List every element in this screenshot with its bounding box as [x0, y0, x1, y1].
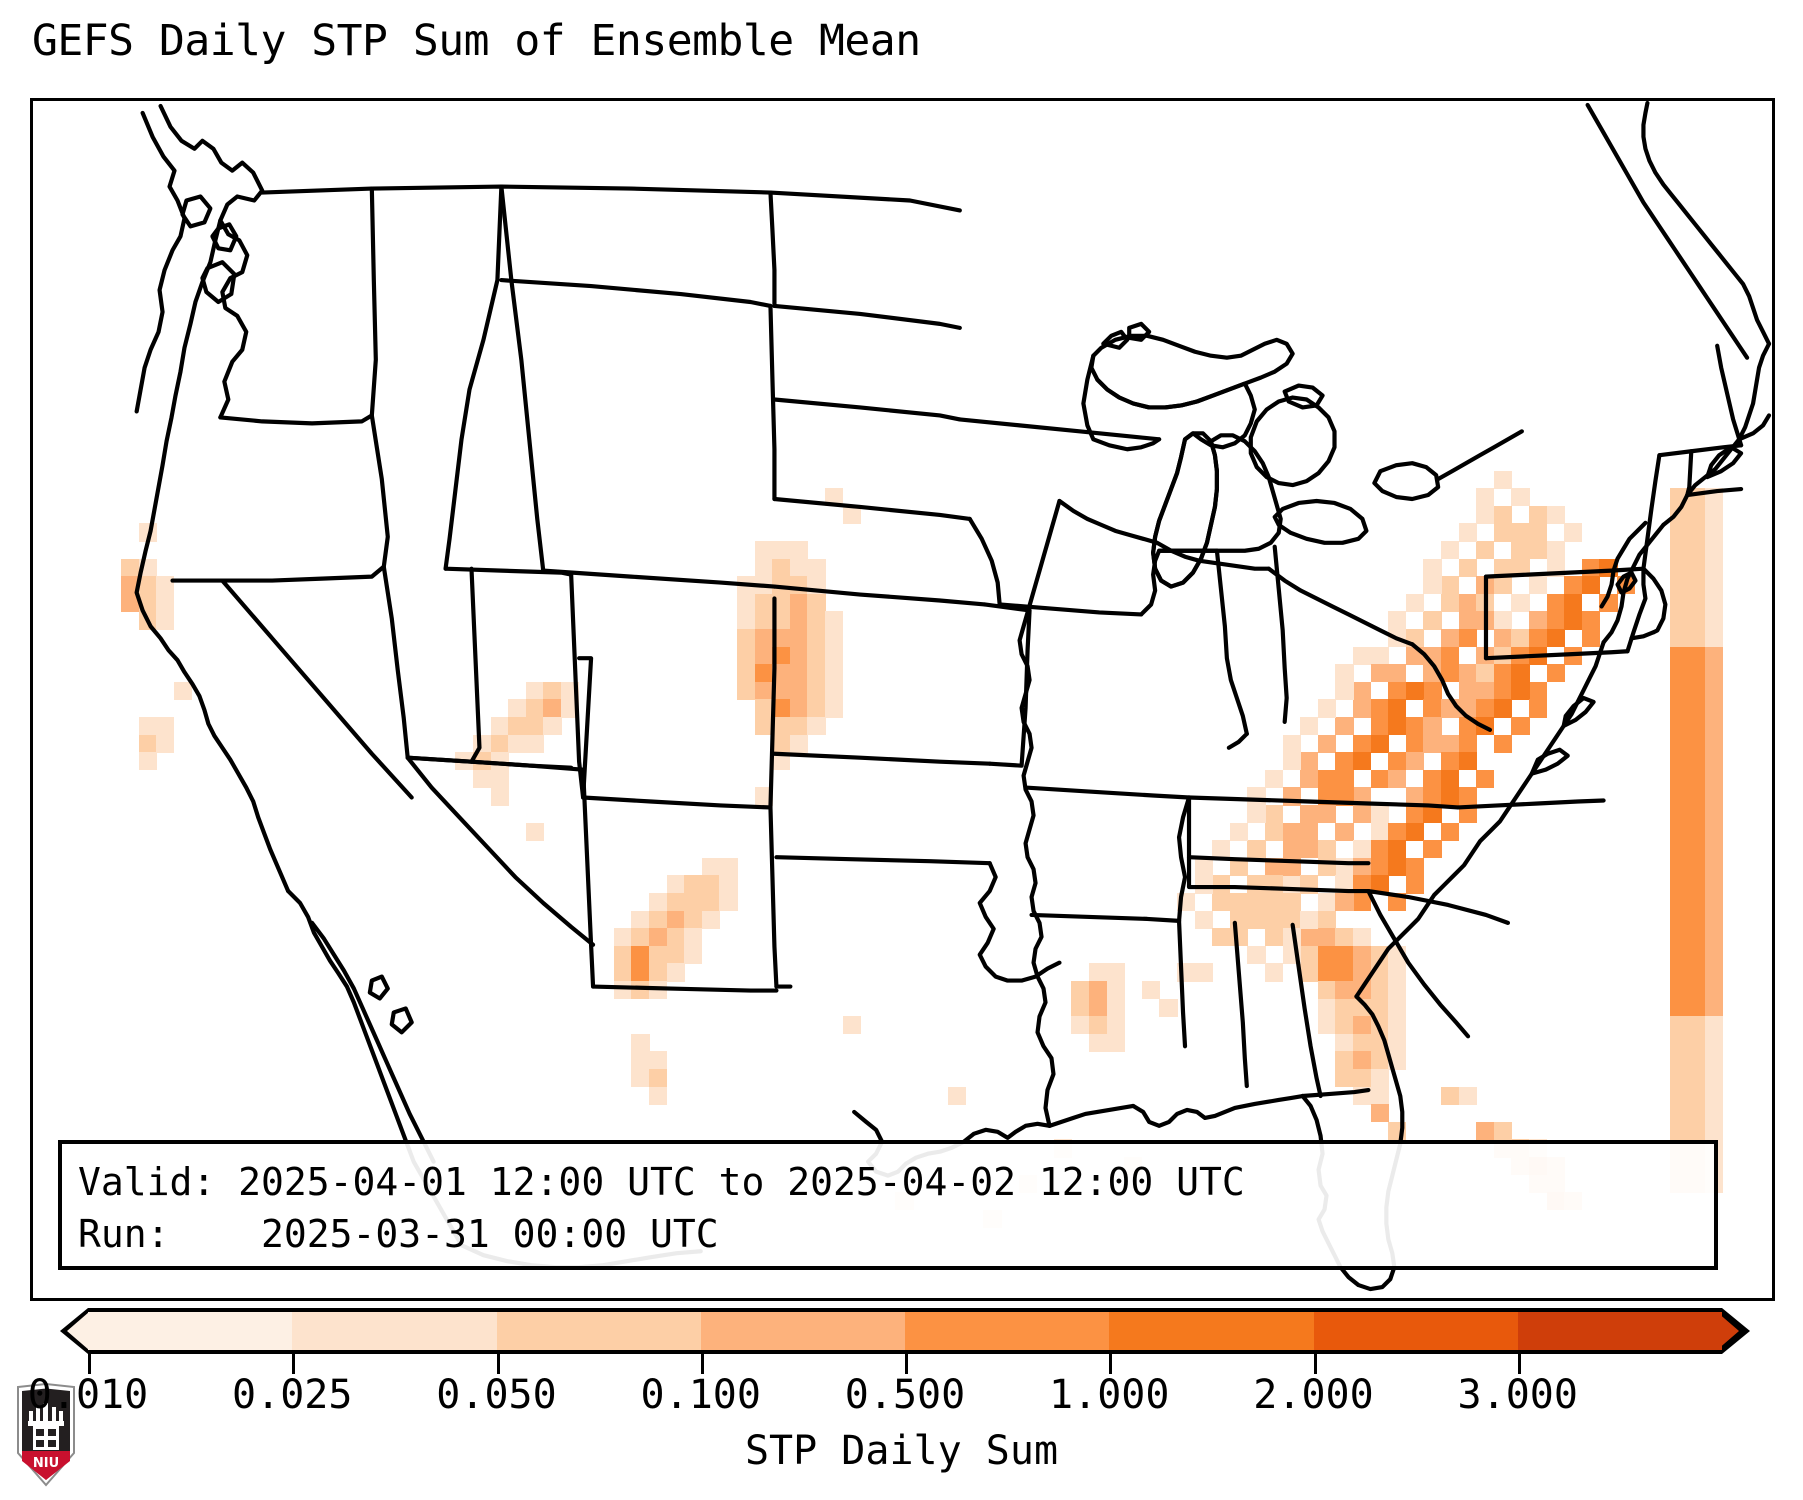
- colorbar-tick-2: [496, 1354, 500, 1374]
- niu-logo-text: NIU: [33, 1456, 59, 1471]
- colorbar-tick-label-5: 1.000: [1049, 1372, 1170, 1418]
- colorbar-segment-7: [1517, 1312, 1722, 1350]
- valid-time-text: Valid: 2025-04-01 12:00 UTC to 2025-04-0…: [78, 1160, 1245, 1204]
- map-geography: [134, 101, 1772, 1292]
- colorbar-segment-4: [905, 1312, 1110, 1350]
- colorbar-tick-label-7: 3.000: [1457, 1372, 1578, 1418]
- colorbar-tick-label-0: 0.010: [27, 1372, 149, 1418]
- colorbar-tick-5: [1109, 1354, 1113, 1374]
- niu-logo: NIU: [17, 1383, 75, 1487]
- colorbar-segment-0: [88, 1312, 293, 1350]
- page-title: GEFS Daily STP Sum of Ensemble Mean: [32, 16, 921, 66]
- colorbar-extend-low-fill: [67, 1312, 89, 1350]
- colorbar-tick-label-4: 0.500: [844, 1372, 966, 1418]
- colorbar-segments: [88, 1308, 1722, 1354]
- colorbar-tick-label-3: 0.100: [640, 1372, 761, 1418]
- colorbar-segment-6: [1313, 1312, 1518, 1350]
- colorbar-segment-1: [292, 1312, 497, 1350]
- colorbar-tick-label-1: 0.025: [232, 1372, 353, 1418]
- map-plot-area: [30, 98, 1775, 1301]
- colorbar-segment-2: [496, 1312, 701, 1350]
- colorbar-extend-high-fill: [1717, 1312, 1739, 1350]
- colorbar-tick-label-2: 0.050: [436, 1372, 557, 1418]
- colorbar-axis-title: STP Daily Sum: [744, 1428, 1059, 1474]
- colorbar-tick-1: [292, 1354, 296, 1374]
- colorbar-tick-4: [905, 1354, 908, 1374]
- valid-run-info-box: Valid: 2025-04-01 12:00 UTC to 2025-04-0…: [58, 1140, 1718, 1270]
- colorbar-tick-label-6: 2.000: [1253, 1372, 1374, 1418]
- colorbar[interactable]: [60, 1308, 1750, 1374]
- colorbar-tick-3: [700, 1354, 704, 1374]
- colorbar-tick-6: [1313, 1354, 1317, 1374]
- run-time-text: Run: 2025-03-31 00:00 UTC: [78, 1212, 719, 1256]
- colorbar-tick-7: [1517, 1354, 1521, 1374]
- colorbar-segment-3: [700, 1312, 905, 1350]
- colorbar-segment-5: [1109, 1312, 1314, 1350]
- colorbar-tick-0: [88, 1354, 91, 1374]
